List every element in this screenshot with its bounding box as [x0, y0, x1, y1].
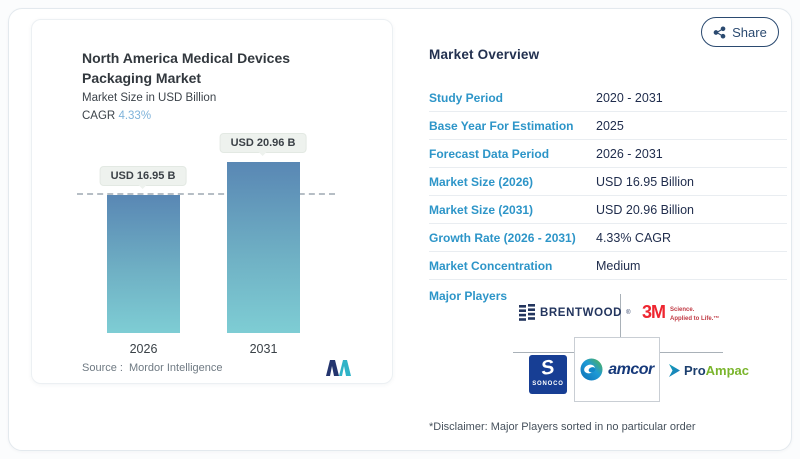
3m-wordmark: 3M [642, 302, 666, 322]
reference-dashed-line [77, 193, 335, 195]
table-row: Study Period 2020 - 2031 [429, 84, 787, 112]
table-row: Growth Rate (2026 - 2031) 4.33% CAGR [429, 224, 787, 252]
cagr-label: CAGR [82, 110, 116, 122]
brentwood-mark: ® [626, 309, 631, 316]
row-label[interactable]: Market Concentration [429, 258, 553, 273]
3m-tagline-line2: Applied to Life.™ [670, 316, 720, 322]
infographic-card: Share North America Medical Devices Pack… [8, 8, 792, 451]
share-label: Share [732, 24, 767, 40]
sonoco-s-icon: S [539, 356, 557, 380]
row-value: USD 16.95 Billion [596, 174, 694, 189]
cagr-line: CAGR 4.33% [82, 110, 151, 122]
row-label[interactable]: Market Size (2026) [429, 174, 534, 189]
bar-chart: USD 16.95 B USD 20.96 B 2026 2031 [32, 20, 392, 383]
brentwood-wordmark: BRENTWOOD [540, 306, 623, 319]
table-row: Market Size (2031) USD 20.96 Billion [429, 196, 787, 224]
chart-title: North America Medical Devices Packaging … [82, 50, 291, 87]
amcor-wordmark: amcor [608, 360, 654, 378]
cagr-value: 4.33% [118, 110, 152, 122]
share-icon [713, 25, 726, 39]
source-label: Source : [82, 362, 123, 374]
row-value: 2026 - 2031 [596, 146, 663, 161]
proampac-pro-text: Pro [684, 363, 706, 378]
logo-proampac[interactable]: Pro Ampac [669, 363, 749, 378]
row-label[interactable]: Base Year For Estimation [429, 118, 574, 133]
connector-vertical-line [620, 294, 621, 337]
proampac-ampac-text: Ampac [705, 363, 750, 378]
chart-card: North America Medical Devices Packaging … [31, 19, 393, 384]
amcor-swirl-icon [580, 358, 603, 381]
overview-heading: Market Overview [429, 47, 540, 62]
row-label[interactable]: Growth Rate (2026 - 2031) [429, 230, 576, 245]
x-axis-label-2026: 2026 [129, 342, 158, 356]
disclaimer-text: *Disclaimer: Major Players sorted in no … [429, 421, 696, 433]
chart-subtitle: Market Size in USD Billion [82, 92, 217, 104]
table-row: Market Concentration Medium [429, 252, 787, 280]
logo-3m[interactable]: 3M Science. Applied to Life.™ [642, 302, 719, 324]
row-value: USD 20.96 Billion [596, 202, 694, 217]
major-players-label: Major Players [429, 289, 508, 303]
overview-table: Study Period 2020 - 2031 Base Year For Es… [429, 84, 787, 280]
sonoco-wordmark: SONOCO [532, 381, 564, 387]
row-value: Medium [596, 258, 641, 273]
row-label[interactable]: Market Size (2031) [429, 202, 534, 217]
share-button[interactable]: Share [701, 17, 779, 47]
logo-amcor[interactable]: amcor [574, 337, 660, 402]
bar-value-label-2026: USD 16.95 B [99, 166, 187, 189]
bar-value-label-2031: USD 20.96 B [219, 133, 307, 156]
3m-tagline-line1: Science. [670, 307, 695, 313]
bar-2031[interactable] [227, 162, 300, 333]
logo-brentwood[interactable]: BRENTWOOD ® [519, 304, 630, 321]
brentwood-bars-icon [519, 304, 535, 321]
row-label[interactable]: Forecast Data Period [429, 146, 550, 161]
bar-2026[interactable] [107, 195, 180, 333]
logo-sonoco[interactable]: S SONOCO [529, 355, 567, 394]
proampac-chevron-icon [669, 364, 680, 377]
table-row: Market Size (2026) USD 16.95 Billion [429, 168, 787, 196]
mordor-intelligence-logo-icon [326, 360, 351, 376]
row-value: 2025 [596, 118, 624, 133]
row-value: 2020 - 2031 [596, 90, 663, 105]
source-row: Source : Mordor Intelligence [82, 360, 352, 376]
row-value: 4.33% CAGR [596, 230, 672, 245]
table-row: Base Year For Estimation 2025 [429, 112, 787, 140]
x-axis-label-2031: 2031 [249, 342, 278, 356]
table-row: Forecast Data Period 2026 - 2031 [429, 140, 787, 168]
source-value: Mordor Intelligence [128, 362, 223, 374]
row-label[interactable]: Study Period [429, 90, 504, 105]
3m-tagline: Science. Applied to Life.™ [670, 303, 719, 324]
